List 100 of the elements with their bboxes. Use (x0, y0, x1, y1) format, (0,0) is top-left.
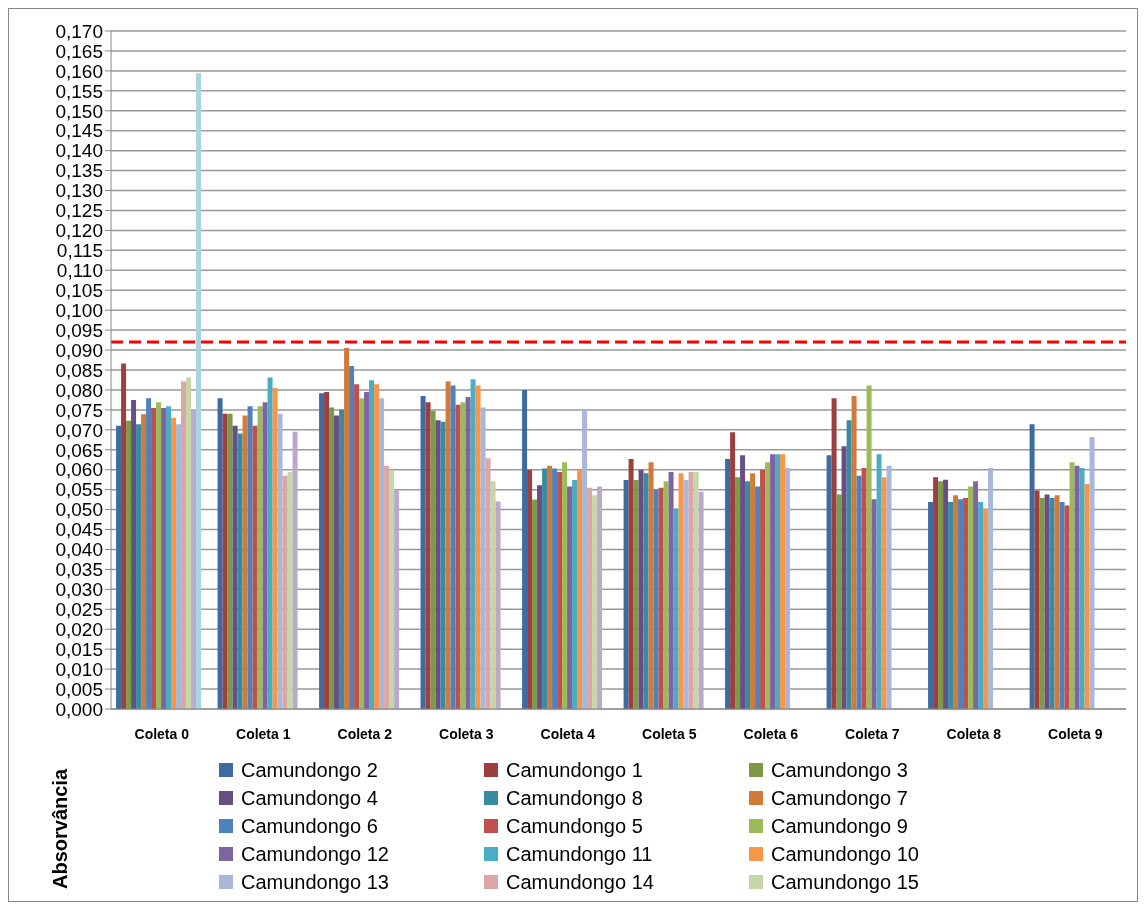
bar (394, 490, 400, 709)
bar (420, 395, 426, 709)
bar (156, 402, 162, 709)
bar (683, 480, 689, 709)
y-tick-label: 0,030 (55, 579, 103, 601)
bar (968, 486, 974, 709)
x-tick-label: Coleta 7 (845, 725, 900, 742)
bar (572, 480, 578, 709)
bar (374, 384, 380, 709)
bar (623, 480, 629, 709)
bar (425, 402, 431, 709)
x-tick-label: Coleta 3 (439, 725, 494, 742)
y-tick-label: 0,145 (55, 120, 103, 142)
bar (485, 458, 491, 709)
bar (324, 391, 330, 709)
bar (775, 454, 781, 709)
bar (282, 475, 288, 709)
bar (648, 462, 654, 709)
bar (836, 494, 842, 709)
y-tick-label: 0,055 (55, 479, 103, 501)
bar (522, 389, 528, 709)
bar (933, 477, 939, 709)
legend-label: Camundongo 10 (771, 842, 919, 866)
bar (252, 425, 258, 709)
y-tick-label: 0,105 (55, 279, 103, 301)
bar (1059, 502, 1065, 709)
bar (126, 420, 132, 709)
y-tick-label: 0,125 (55, 200, 103, 222)
bar (1084, 484, 1090, 709)
bar (698, 491, 704, 709)
x-tick-label: Coleta 8 (946, 725, 1002, 742)
y-tick-label: 0,165 (55, 40, 103, 62)
bar (562, 462, 568, 709)
bar (247, 406, 253, 709)
bar (592, 495, 598, 709)
bar (339, 409, 345, 709)
bar (232, 425, 238, 709)
legend-label: Camundongo 2 (241, 758, 378, 782)
bar (237, 433, 243, 709)
x-tick-label: Coleta 2 (337, 725, 393, 742)
y-tick-label: 0,120 (55, 220, 103, 242)
bar (329, 407, 335, 709)
bar (176, 424, 182, 709)
bar (866, 385, 872, 709)
bar (196, 73, 202, 709)
bar (663, 481, 669, 709)
bar (1039, 498, 1045, 709)
bar (131, 399, 137, 709)
legend-label: Camundongo 7 (771, 786, 908, 810)
bar (460, 402, 466, 709)
y-tick-label: 0,060 (55, 459, 103, 481)
bar (470, 379, 476, 709)
bar (161, 407, 167, 709)
bar (384, 465, 390, 709)
legend-label: Camundongo 1 (506, 758, 643, 782)
y-tick-label: 0,005 (55, 678, 103, 700)
bar (242, 415, 248, 709)
bar (765, 462, 771, 709)
y-tick-label: 0,150 (55, 100, 103, 122)
bar (222, 413, 228, 709)
y-tick-label: 0,170 (55, 20, 103, 42)
y-tick-label: 0,075 (55, 399, 103, 421)
bar (151, 407, 157, 709)
bar (628, 458, 634, 709)
y-tick-label: 0,155 (55, 80, 103, 102)
bar (379, 398, 385, 709)
bar (735, 477, 741, 709)
bar (876, 454, 882, 709)
bar (440, 421, 446, 709)
y-tick-label: 0,100 (55, 299, 103, 321)
legend-label: Camundongo 14 (506, 870, 654, 894)
bar (257, 406, 263, 709)
y-tick-label: 0,080 (55, 379, 103, 401)
legend-label: Camundongo 3 (771, 758, 908, 782)
y-tick-label: 0,035 (55, 559, 103, 581)
y-tick-label: 0,020 (55, 618, 103, 640)
bar (658, 487, 664, 709)
bar (445, 381, 451, 709)
bar (770, 454, 776, 709)
legend-label: Camundongo 9 (771, 814, 908, 838)
legend-label: Camundongo 12 (241, 842, 389, 866)
bar (760, 469, 766, 709)
bar (643, 473, 649, 709)
x-tick-label: Coleta 4 (540, 725, 596, 742)
y-tick-label: 0,135 (55, 160, 103, 182)
bar (780, 454, 786, 709)
bar (928, 502, 934, 709)
bar (785, 468, 791, 709)
bar (1069, 462, 1075, 709)
bar (171, 417, 177, 709)
bar (693, 472, 699, 709)
bar (547, 465, 553, 709)
bar (389, 470, 395, 709)
y-tick-label: 0,000 (55, 698, 103, 720)
bar (465, 397, 471, 709)
y-tick-label: 0,110 (56, 260, 103, 282)
bar (141, 414, 147, 709)
bar (166, 406, 172, 709)
y-tick-label: 0,140 (55, 140, 103, 162)
bar (532, 499, 538, 709)
